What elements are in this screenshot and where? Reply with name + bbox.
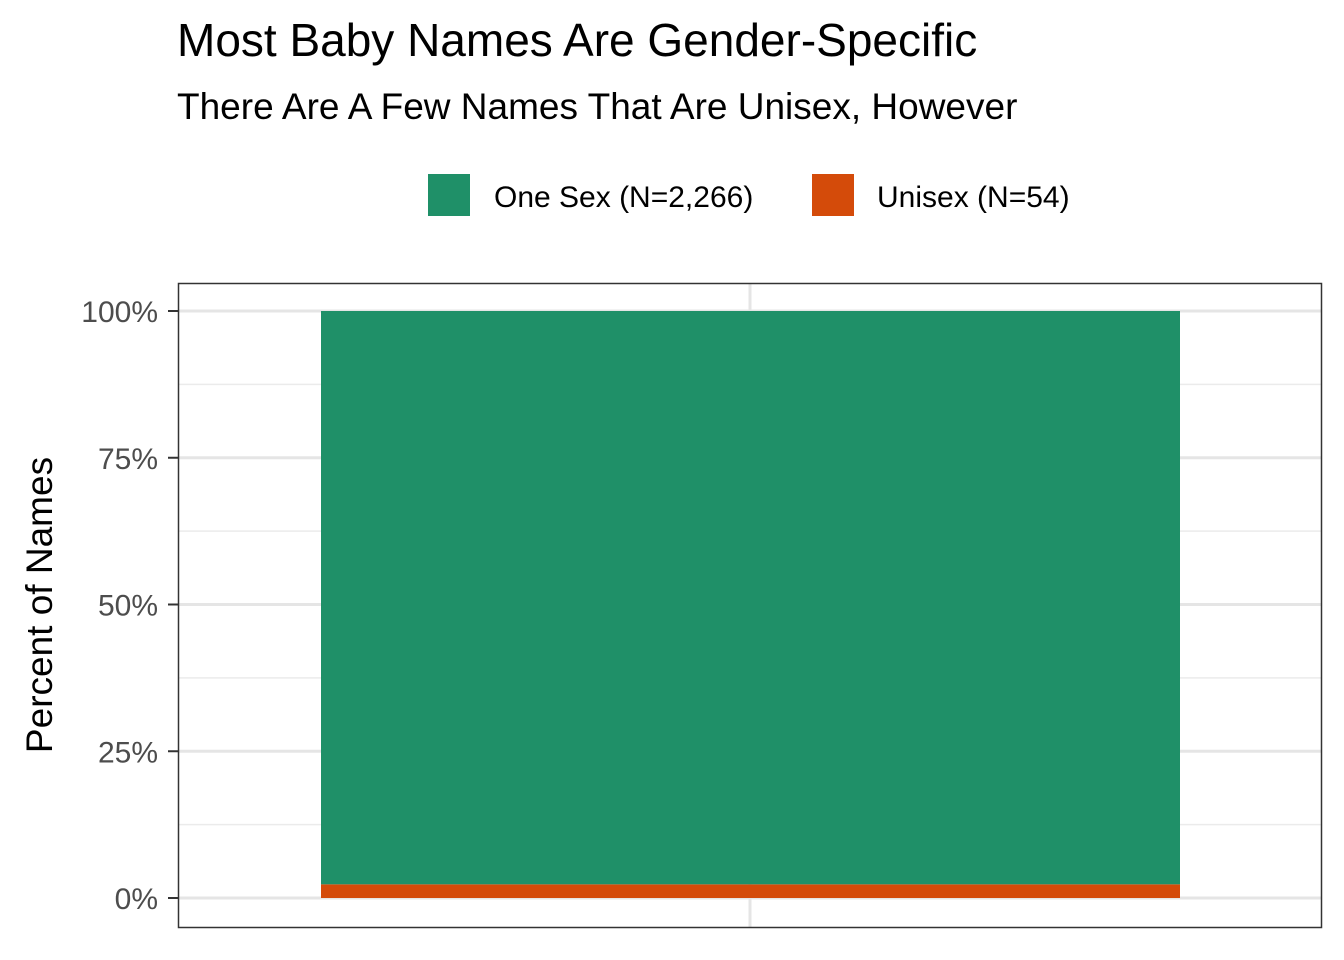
y-axis: 0% 25% 50% 75% 100% [81, 296, 178, 916]
y-tick-label: 25% [98, 736, 158, 769]
bars [321, 311, 1180, 898]
bar-segment-unisex [321, 884, 1180, 898]
y-tick-label: 75% [98, 443, 158, 476]
y-tick-label: 0% [115, 883, 158, 916]
y-tick-label: 100% [81, 296, 158, 329]
bar-segment-one-sex [321, 311, 1180, 885]
legend-swatch [428, 174, 470, 216]
panel-border [177, 282, 1323, 929]
y-tick-label: 50% [98, 590, 158, 623]
plot-panel [177, 282, 1323, 929]
chart-subtitle: There Are A Few Names That Are Unisex, H… [177, 86, 1018, 127]
chart-title: Most Baby Names Are Gender-Specific [177, 14, 978, 66]
legend: One Sex (N=2,266) Unisex (N=54) [428, 174, 1070, 216]
y-axis-title: Percent of Names [19, 457, 60, 753]
legend-label: Unisex (N=54) [877, 181, 1070, 214]
legend-swatch [812, 174, 854, 216]
legend-label: One Sex (N=2,266) [494, 181, 753, 214]
